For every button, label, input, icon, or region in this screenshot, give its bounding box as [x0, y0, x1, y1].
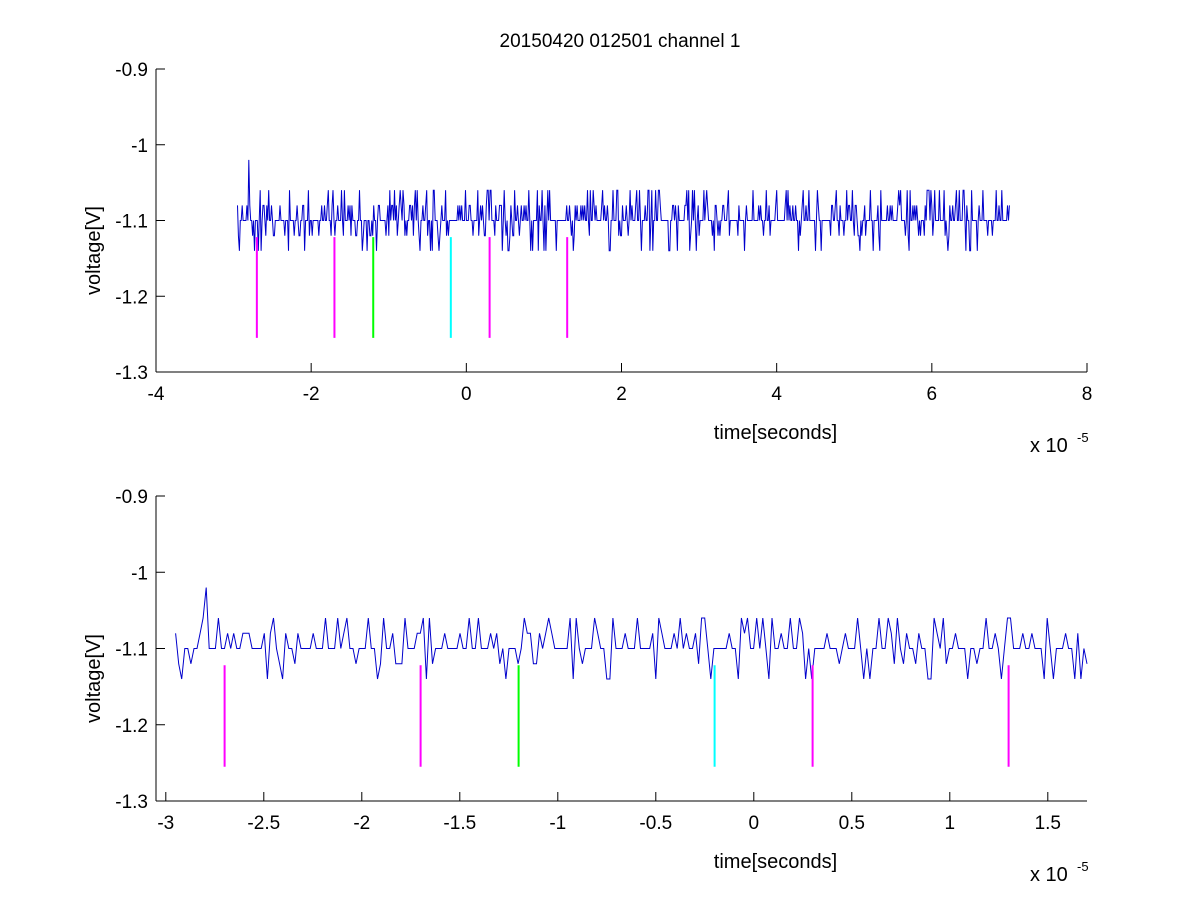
y-axis-label: voltage[V] [83, 206, 105, 295]
y-tick-label: -0.9 [115, 60, 148, 81]
x-multiplier-exponent: -5 [1077, 430, 1089, 445]
y-tick-label: -1.2 [115, 287, 148, 308]
bottom-axes: -3 -2.5 -2 -1.5 -1 -0.5 0 0.5 1 1.5 -0.9 -1 -1.1 -1.2… [83, 487, 1089, 886]
x-tick-label: 2 [616, 384, 627, 405]
top-axes: -4 -2 0 2 4 6 8 -0.9 -1 -1.1 -1.2 -1.3 time[seconds]… [83, 60, 1092, 457]
y-tick-label: -1 [131, 136, 148, 157]
x-tick-label: 4 [771, 384, 782, 405]
x-tick-label: 8 [1082, 384, 1093, 405]
y-tick-label: -1 [131, 563, 148, 584]
figure-title: 20150420 012501 channel 1 [500, 31, 741, 52]
x-tick-label: 0 [461, 384, 472, 405]
x-axis-label: time[seconds] [714, 422, 837, 444]
x-tick-label: -2.5 [247, 813, 280, 834]
x-tick-label: 0 [749, 813, 760, 834]
x-tick-label: -1 [549, 813, 566, 834]
x-tick-label: 1 [945, 813, 956, 834]
x-tick-label: -3 [157, 813, 174, 834]
x-tick-label: -2 [303, 384, 320, 405]
x-axis-label: time[seconds] [714, 851, 837, 873]
y-tick-label: -1.3 [115, 792, 148, 813]
x-tick-label: -1.5 [443, 813, 476, 834]
x-tick-label: 0.5 [839, 813, 865, 834]
x-tick-label: -4 [148, 384, 165, 405]
y-axis-label: voltage[V] [83, 634, 105, 723]
signal-trace [237, 159, 1010, 252]
x-multiplier-label: x 10 [1030, 864, 1068, 886]
y-tick-label: -1.2 [115, 716, 148, 737]
x-tick-label: -2 [353, 813, 370, 834]
x-tick-label: -0.5 [639, 813, 672, 834]
x-multiplier-exponent: -5 [1077, 859, 1089, 874]
signal-trace [175, 587, 1088, 680]
y-tick-label: -1.1 [115, 640, 148, 661]
x-multiplier-label: x 10 [1030, 435, 1068, 457]
y-tick-label: -1.1 [115, 212, 148, 233]
x-tick-label: 6 [927, 384, 938, 405]
x-tick-label: 1.5 [1035, 813, 1061, 834]
y-tick-label: -0.9 [115, 487, 148, 508]
y-tick-label: -1.3 [115, 363, 148, 384]
